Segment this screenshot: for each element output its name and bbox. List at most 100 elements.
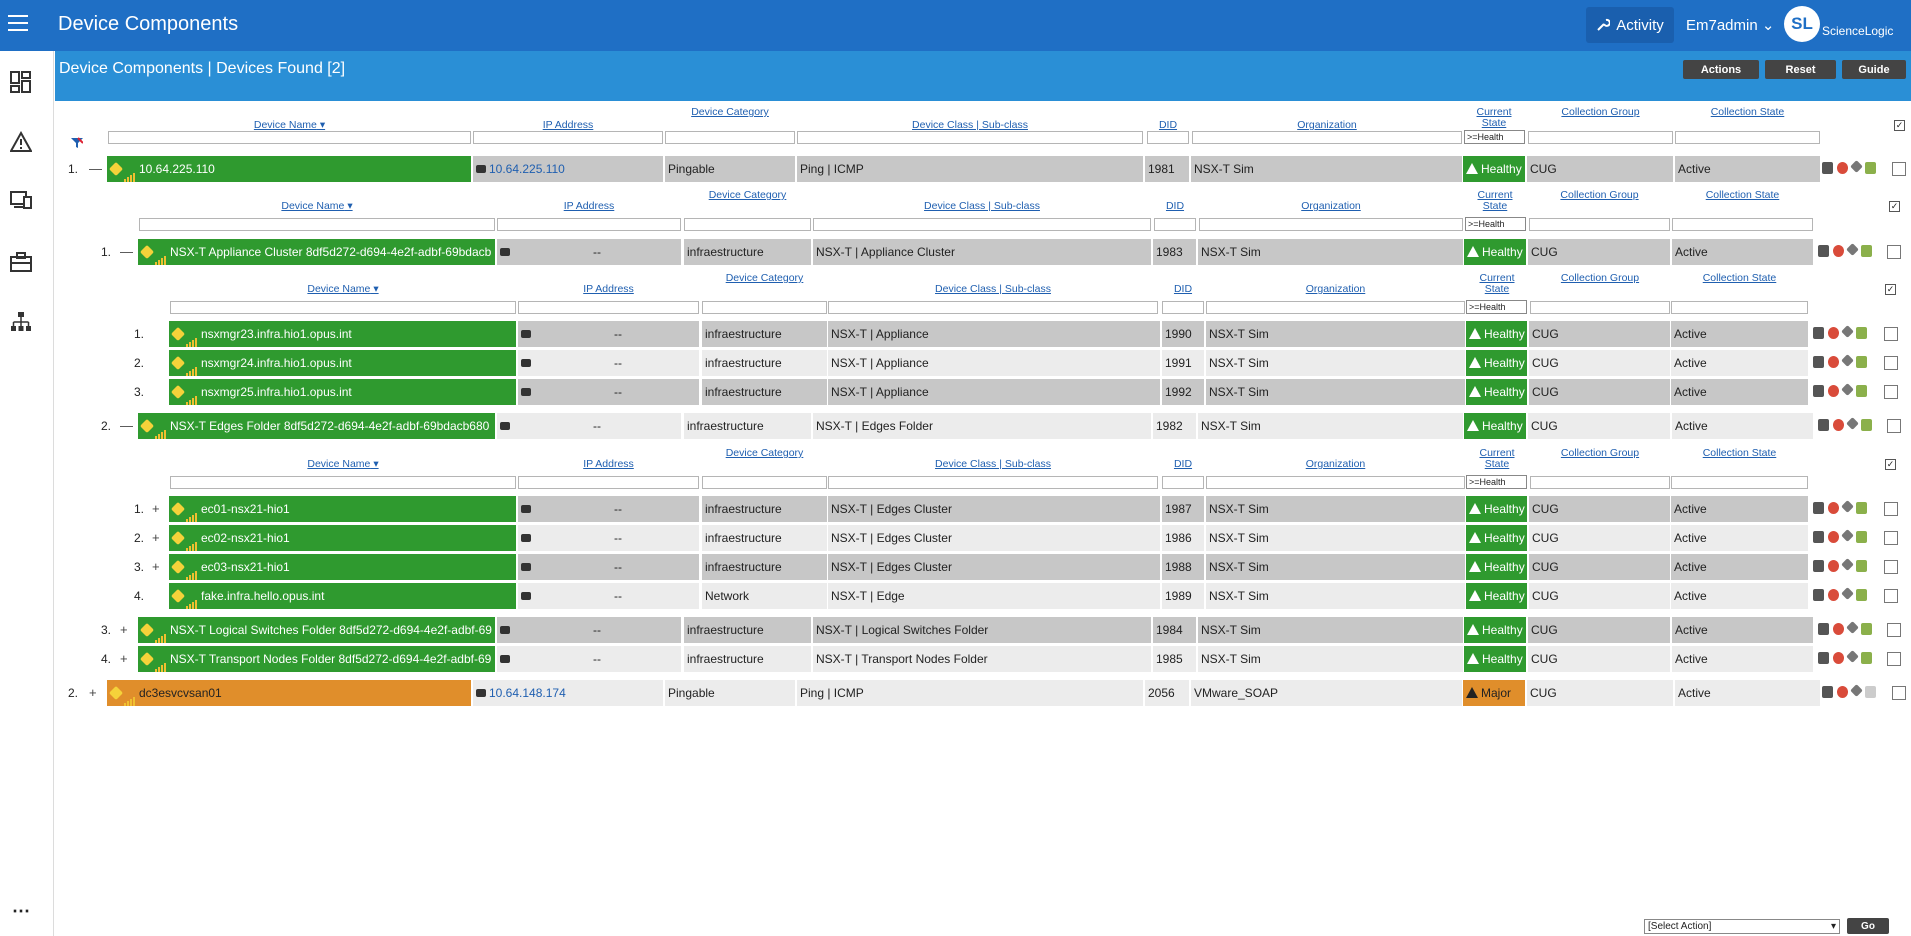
filter-collection-state[interactable] <box>1672 218 1813 231</box>
tag-icon[interactable] <box>1846 417 1859 430</box>
device-icon[interactable] <box>521 534 531 542</box>
col-current-state[interactable]: Current State <box>1477 189 1513 212</box>
print-icon[interactable] <box>1813 356 1824 368</box>
tag-icon[interactable] <box>1841 354 1854 367</box>
col-organization[interactable]: Organization <box>1301 200 1361 212</box>
table-row[interactable]: 2. nsxmgr24.infra.hio1.opus.int -- infra… <box>0 350 1911 376</box>
ip-cell[interactable]: -- <box>518 525 699 551</box>
table-row[interactable]: 4. fake.infra.hello.opus.int -- Network … <box>0 583 1911 609</box>
filter-device-class[interactable] <box>828 476 1158 489</box>
device-icon[interactable] <box>521 563 531 571</box>
bars-icon[interactable] <box>155 648 167 672</box>
row-checkbox[interactable] <box>1887 652 1901 666</box>
col-device-class[interactable]: Device Class | Sub-class <box>935 458 1051 470</box>
wrench-icon[interactable] <box>170 501 186 517</box>
wrench-icon[interactable] <box>139 418 155 434</box>
table-row[interactable]: 3. + ec03-nsx21-hio1 -- infraestructure … <box>0 554 1911 580</box>
col-device-category[interactable]: Device Category <box>725 447 804 459</box>
toolbox-icon[interactable] <box>10 251 32 273</box>
wrench-icon[interactable] <box>170 384 186 400</box>
filter-collection-state[interactable] <box>1671 301 1808 314</box>
tools-icon[interactable] <box>1856 531 1867 543</box>
print-icon[interactable] <box>1813 531 1824 543</box>
col-current-state[interactable]: Current State <box>1479 447 1515 470</box>
device-icon[interactable] <box>521 505 531 513</box>
actions-button[interactable]: Actions <box>1683 60 1759 79</box>
col-collection-group[interactable]: Collection Group <box>1560 189 1639 201</box>
tools-icon[interactable] <box>1861 419 1872 431</box>
wrench-icon[interactable] <box>170 588 186 604</box>
device-icon[interactable] <box>521 388 531 396</box>
row-checkbox[interactable] <box>1884 385 1898 399</box>
topology-icon[interactable] <box>10 311 32 333</box>
col-collection-state[interactable]: Collection State <box>1705 189 1780 201</box>
row-checkbox[interactable] <box>1887 245 1901 259</box>
bars-icon[interactable] <box>186 527 198 551</box>
col-device-class[interactable]: Device Class | Sub-class <box>935 283 1051 295</box>
table-row[interactable]: 4. + NSX-T Transport Nodes Folder 8df5d2… <box>0 646 1911 672</box>
wrench-icon[interactable] <box>170 355 186 371</box>
filter-collection-group[interactable] <box>1530 476 1670 489</box>
filter-device-class[interactable] <box>797 131 1143 144</box>
device-name-cell[interactable]: ec03-nsx21-hio1 <box>169 554 516 580</box>
activity-button[interactable]: Activity <box>1586 7 1674 43</box>
ip-cell[interactable]: -- <box>518 496 699 522</box>
col-ip-address[interactable]: IP Address <box>583 283 634 295</box>
bars-icon[interactable] <box>186 556 198 580</box>
lifebuoy-icon[interactable] <box>1837 686 1848 698</box>
device-icon[interactable] <box>500 248 510 256</box>
table-row[interactable]: 1. — 10.64.225.110 10.64.225.110 Pingabl… <box>0 156 1911 182</box>
tag-icon[interactable] <box>1846 621 1859 634</box>
filter-collection-state[interactable] <box>1675 131 1820 144</box>
print-icon[interactable] <box>1822 686 1833 698</box>
ip-cell[interactable]: -- <box>497 646 681 672</box>
alert-icon[interactable] <box>10 131 32 153</box>
guide-button[interactable]: Guide <box>1842 60 1906 79</box>
device-icon[interactable] <box>521 592 531 600</box>
row-checkbox[interactable] <box>1884 560 1898 574</box>
table-row[interactable]: 3. nsxmgr25.infra.hio1.opus.int -- infra… <box>0 379 1911 405</box>
row-checkbox[interactable] <box>1884 327 1898 341</box>
col-device-class[interactable]: Device Class | Sub-class <box>912 119 1028 131</box>
ip-cell[interactable]: 10.64.225.110 <box>473 156 663 182</box>
bars-icon[interactable] <box>124 682 136 706</box>
filter-organization[interactable] <box>1206 476 1465 489</box>
table-row[interactable]: 1. + ec01-nsx21-hio1 -- infraestructure … <box>0 496 1911 522</box>
lifebuoy-icon[interactable] <box>1833 245 1844 257</box>
tools-icon[interactable] <box>1861 652 1872 664</box>
tools-icon[interactable] <box>1861 623 1872 635</box>
ip-cell[interactable]: -- <box>518 321 699 347</box>
filter-current-state-select[interactable]: >=Health <box>1466 300 1527 314</box>
filter-ip-address[interactable] <box>518 476 699 489</box>
bars-icon[interactable] <box>155 415 167 439</box>
dashboard-icon[interactable] <box>10 71 32 93</box>
filter-current-state-select[interactable]: >=Health <box>1464 130 1525 144</box>
devices-icon[interactable] <box>10 189 32 211</box>
tag-icon[interactable] <box>1841 500 1854 513</box>
filter-organization[interactable] <box>1199 218 1463 231</box>
device-name-cell[interactable]: nsxmgr24.infra.hio1.opus.int <box>169 350 516 376</box>
tools-icon[interactable] <box>1856 327 1867 339</box>
bars-icon[interactable] <box>186 323 198 347</box>
lifebuoy-icon[interactable] <box>1833 652 1844 664</box>
filter-device-class[interactable] <box>813 218 1151 231</box>
col-did[interactable]: DID <box>1158 119 1178 131</box>
device-icon[interactable] <box>500 422 510 430</box>
filter-did[interactable] <box>1154 218 1196 231</box>
device-name-cell[interactable]: dc3esvcvsan01 <box>107 680 471 706</box>
filter-did[interactable] <box>1147 131 1189 144</box>
filter-ip-address[interactable] <box>497 218 681 231</box>
tag-icon[interactable] <box>1841 325 1854 338</box>
tools-icon[interactable] <box>1861 245 1872 257</box>
col-collection-state[interactable]: Collection State <box>1710 106 1785 118</box>
wrench-icon[interactable] <box>108 161 124 177</box>
col-device-name[interactable]: Device Name ▾ <box>307 283 379 295</box>
col-device-class[interactable]: Device Class | Sub-class <box>924 200 1040 212</box>
collapse-toggle[interactable]: — <box>120 418 133 433</box>
filter-collection-group[interactable] <box>1530 301 1670 314</box>
lifebuoy-icon[interactable] <box>1828 356 1839 368</box>
tag-icon[interactable] <box>1850 684 1863 697</box>
wrench-icon[interactable] <box>139 651 155 667</box>
reset-button[interactable]: Reset <box>1765 60 1836 79</box>
col-ip-address[interactable]: IP Address <box>563 200 615 212</box>
